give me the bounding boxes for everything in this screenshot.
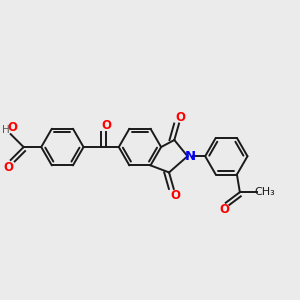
Text: O: O: [220, 203, 230, 216]
Text: O: O: [101, 119, 111, 132]
Text: O: O: [3, 160, 13, 173]
Text: H: H: [2, 125, 9, 135]
Text: O: O: [175, 111, 185, 124]
Text: N: N: [184, 150, 196, 163]
Text: CH₃: CH₃: [255, 187, 275, 197]
Text: O: O: [8, 121, 17, 134]
Text: O: O: [170, 189, 180, 202]
